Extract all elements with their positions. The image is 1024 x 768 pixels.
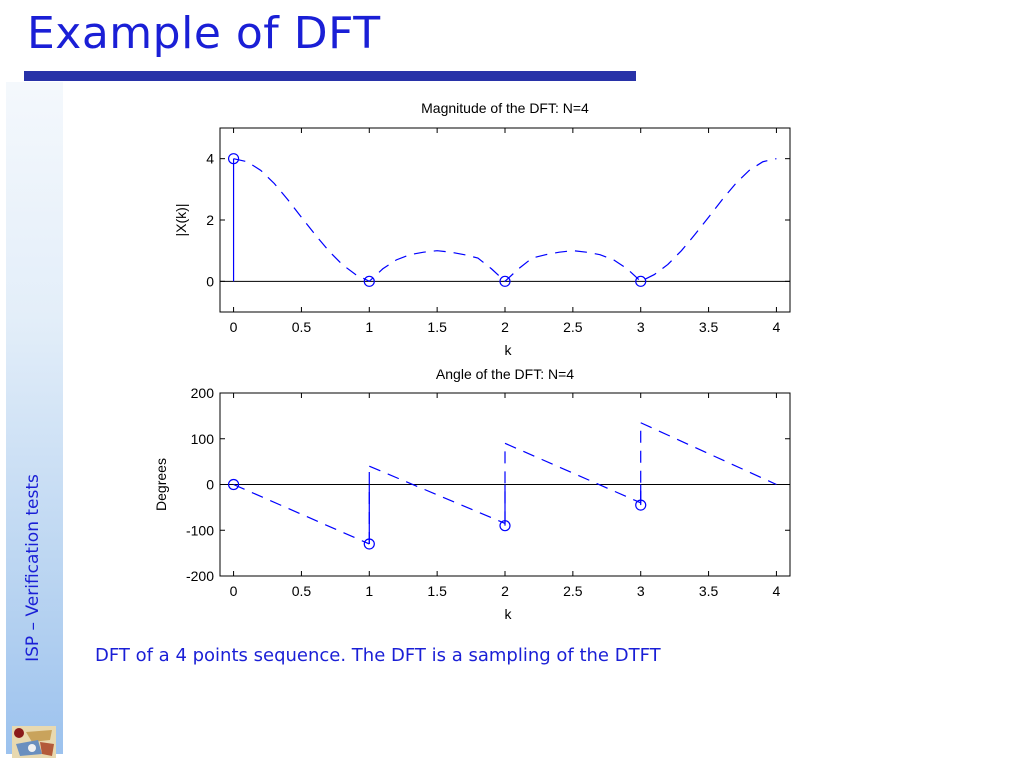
y-axis-label: Degrees — [153, 458, 169, 511]
y-tick-label: -200 — [186, 568, 214, 584]
y-tick-label: 2 — [206, 212, 214, 228]
y-tick-label: -100 — [186, 522, 214, 538]
stem-marker — [499, 520, 511, 532]
x-tick-label: 3 — [637, 319, 645, 335]
x-tick-label: 0.5 — [292, 319, 312, 335]
stem-marker — [635, 499, 647, 511]
x-axis-label: k — [505, 606, 513, 622]
x-tick-label: 4 — [773, 583, 781, 599]
stem-marker — [499, 275, 511, 287]
x-tick-label: 0.5 — [292, 583, 312, 599]
dtft-curve — [233, 158, 777, 283]
stem-marker — [635, 275, 647, 287]
y-tick-label: 0 — [206, 477, 214, 493]
x-tick-label: 3.5 — [699, 583, 719, 599]
dtft-curve-segment — [369, 465, 506, 524]
x-tick-label: 3.5 — [699, 319, 719, 335]
x-tick-label: 4 — [773, 319, 781, 335]
stem-marker — [363, 538, 375, 550]
university-logo-icon — [12, 726, 56, 758]
x-tick-label: 2 — [501, 583, 509, 599]
caption: DFT of a 4 points sequence. The DFT is a… — [95, 645, 661, 666]
chart-title: Angle of the DFT: N=4 — [436, 366, 574, 382]
x-tick-label: 1 — [365, 583, 373, 599]
title-rule — [24, 71, 636, 81]
y-tick-label: 200 — [191, 385, 215, 401]
dtft-curve-segment — [233, 483, 370, 545]
x-tick-label: 2.5 — [563, 583, 583, 599]
x-tick-label: 1.5 — [427, 583, 447, 599]
stem-marker — [363, 275, 375, 287]
stem-marker — [227, 478, 240, 491]
stem-marker — [227, 153, 240, 165]
y-tick-label: 0 — [206, 273, 214, 289]
x-tick-label: 1.5 — [427, 319, 447, 335]
y-axis-label: |X(k)| — [173, 204, 189, 237]
x-tick-label: 2 — [501, 319, 509, 335]
slide-title: Example of DFT — [27, 8, 381, 59]
dtft-curve-segment — [504, 442, 641, 504]
x-tick-label: 0 — [230, 319, 238, 335]
x-tick-label: 0 — [230, 583, 238, 599]
chart-title: Magnitude of the DFT: N=4 — [421, 100, 589, 116]
x-tick-label: 1 — [365, 319, 373, 335]
dtft-curve-segment — [640, 422, 777, 486]
side-bar — [6, 82, 63, 754]
x-tick-label: 2.5 — [563, 319, 583, 335]
x-axis-label: k — [505, 342, 513, 358]
y-tick-label: 100 — [191, 431, 215, 447]
y-tick-label: 4 — [206, 151, 214, 167]
x-tick-label: 3 — [637, 583, 645, 599]
